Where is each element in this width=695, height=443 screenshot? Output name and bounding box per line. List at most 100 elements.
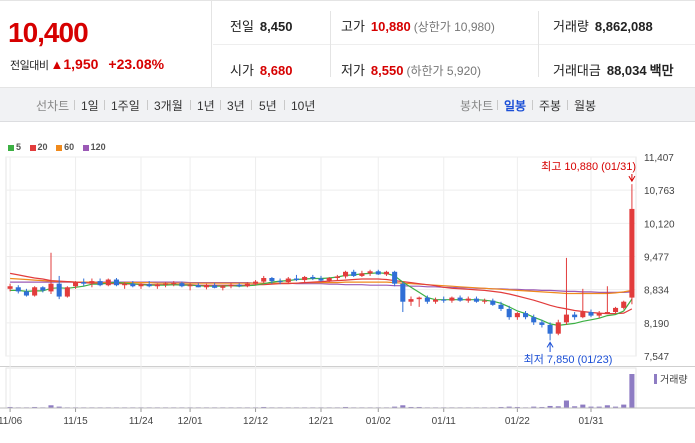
- candle-body: [89, 281, 95, 284]
- volume-bar: [105, 407, 111, 408]
- tab-3year[interactable]: 3년: [227, 99, 245, 113]
- volume-bar: [563, 400, 569, 408]
- candle-body: [555, 322, 561, 334]
- tab-daily[interactable]: 일봉: [504, 99, 527, 113]
- candle-body: [81, 282, 87, 284]
- volume-bar: [81, 407, 87, 408]
- volume-bar: [613, 406, 619, 408]
- stat-label: 시가: [230, 63, 254, 78]
- volume-bar: [514, 406, 520, 408]
- volume-bar: [318, 407, 324, 408]
- candle-body: [465, 298, 471, 301]
- volume-bar: [244, 407, 250, 408]
- candle-body: [228, 284, 234, 287]
- x-tick-label: 12/01: [178, 416, 203, 427]
- high-annotation: 최고 10,880 (01/31): [541, 160, 636, 173]
- volume-bar: [302, 407, 308, 408]
- candle-body: [105, 279, 111, 286]
- candle-body: [97, 281, 103, 286]
- volume-bar: [122, 407, 128, 408]
- plot-frame: [5, 156, 637, 357]
- legend-ma120: 120: [82, 142, 106, 152]
- candle-body: [392, 271, 398, 284]
- volume-bar: [359, 407, 365, 408]
- volume-bar: [334, 407, 340, 408]
- legend-label: 5: [16, 142, 22, 152]
- x-tick-label: 01/22: [505, 416, 530, 427]
- tab-monthly[interactable]: 월봉: [574, 99, 597, 113]
- chart-grid: [0, 156, 695, 409]
- tab-1week[interactable]: 1주일: [111, 99, 140, 113]
- volume-bars: [7, 374, 635, 408]
- tab-candle-chart[interactable]: 봉차트: [460, 99, 494, 113]
- legend-ma60: 60: [56, 142, 74, 152]
- tab-divider: [104, 100, 105, 110]
- x-tick-label: 12/21: [308, 416, 333, 427]
- volume-bar: [48, 405, 54, 408]
- candle-body: [64, 287, 70, 297]
- candle-body: [310, 276, 316, 279]
- volume-bar: [416, 406, 422, 408]
- volume-bar: [482, 407, 488, 408]
- volume-bar: [130, 407, 136, 408]
- tab-5year[interactable]: 5년: [259, 99, 277, 113]
- stat-label: 전일: [230, 19, 254, 34]
- candle-body: [514, 313, 520, 318]
- volume-bar: [588, 406, 594, 408]
- stat-label: 저가: [341, 63, 365, 78]
- volume-bar: [228, 407, 234, 408]
- legend-label: 20: [37, 142, 48, 152]
- stat-label: 거래량: [553, 19, 589, 34]
- legend-ma20: 20: [29, 142, 48, 152]
- tab-1year[interactable]: 1년: [197, 99, 215, 113]
- candle-body: [400, 283, 406, 302]
- volume-bar: [113, 407, 119, 408]
- tab-line-chart[interactable]: 선차트: [36, 99, 70, 113]
- x-tick-label: 01/11: [432, 416, 457, 427]
- volume-bar: [179, 407, 185, 408]
- candle-body: [269, 277, 275, 282]
- volume-bar: [64, 407, 70, 408]
- y-tick-label: 10,763: [644, 186, 675, 197]
- ma120-line: [10, 281, 632, 293]
- y-tick-label: 8,834: [644, 286, 669, 297]
- volume-bar: [498, 406, 504, 408]
- volume-frame: [5, 367, 637, 409]
- volume-bar: [269, 407, 275, 408]
- legend-swatch: [29, 144, 36, 151]
- volume-bar: [604, 405, 610, 408]
- volume-bar: [285, 407, 291, 408]
- volume-bar: [40, 407, 46, 408]
- x-tick-label: 11/06: [0, 416, 23, 427]
- tab-divider: [284, 100, 285, 110]
- column-divider: [330, 11, 331, 77]
- tab-1day[interactable]: 1일: [81, 99, 99, 113]
- candle-body: [277, 281, 283, 283]
- volume-bar: [236, 407, 242, 408]
- candle-body: [433, 299, 439, 302]
- tab-10year[interactable]: 10년: [291, 99, 316, 113]
- change-amount: 1,950: [63, 56, 99, 72]
- tab-3month[interactable]: 3개월: [154, 99, 183, 113]
- x-tick-label: 11/24: [129, 416, 154, 427]
- candle-body: [15, 287, 21, 292]
- volume-bar: [23, 407, 29, 408]
- stat-value: 8,550: [370, 63, 404, 78]
- ma20-line: [9, 272, 633, 315]
- candle-body: [163, 283, 169, 285]
- volume-bar: [351, 407, 357, 408]
- volume-bar: [15, 407, 21, 408]
- volume-bar: [97, 407, 103, 408]
- chart-annotations: 최고 10,880 (01/31) 최저 7,850 (01/23): [524, 160, 636, 366]
- candle-body: [457, 297, 463, 301]
- candle-body: [498, 304, 504, 309]
- x-tick-label: 01/31: [578, 416, 603, 427]
- ma60-line: [10, 277, 633, 295]
- upper-limit: (상한가 10,980): [413, 20, 495, 34]
- tab-weekly[interactable]: 주봉: [539, 99, 562, 113]
- volume-bar: [154, 407, 160, 408]
- stat-amount: 거래대금 88,034 백만: [553, 60, 674, 79]
- candle-body: [130, 283, 136, 287]
- volume-bar: [392, 406, 398, 408]
- volume-bar: [187, 407, 193, 408]
